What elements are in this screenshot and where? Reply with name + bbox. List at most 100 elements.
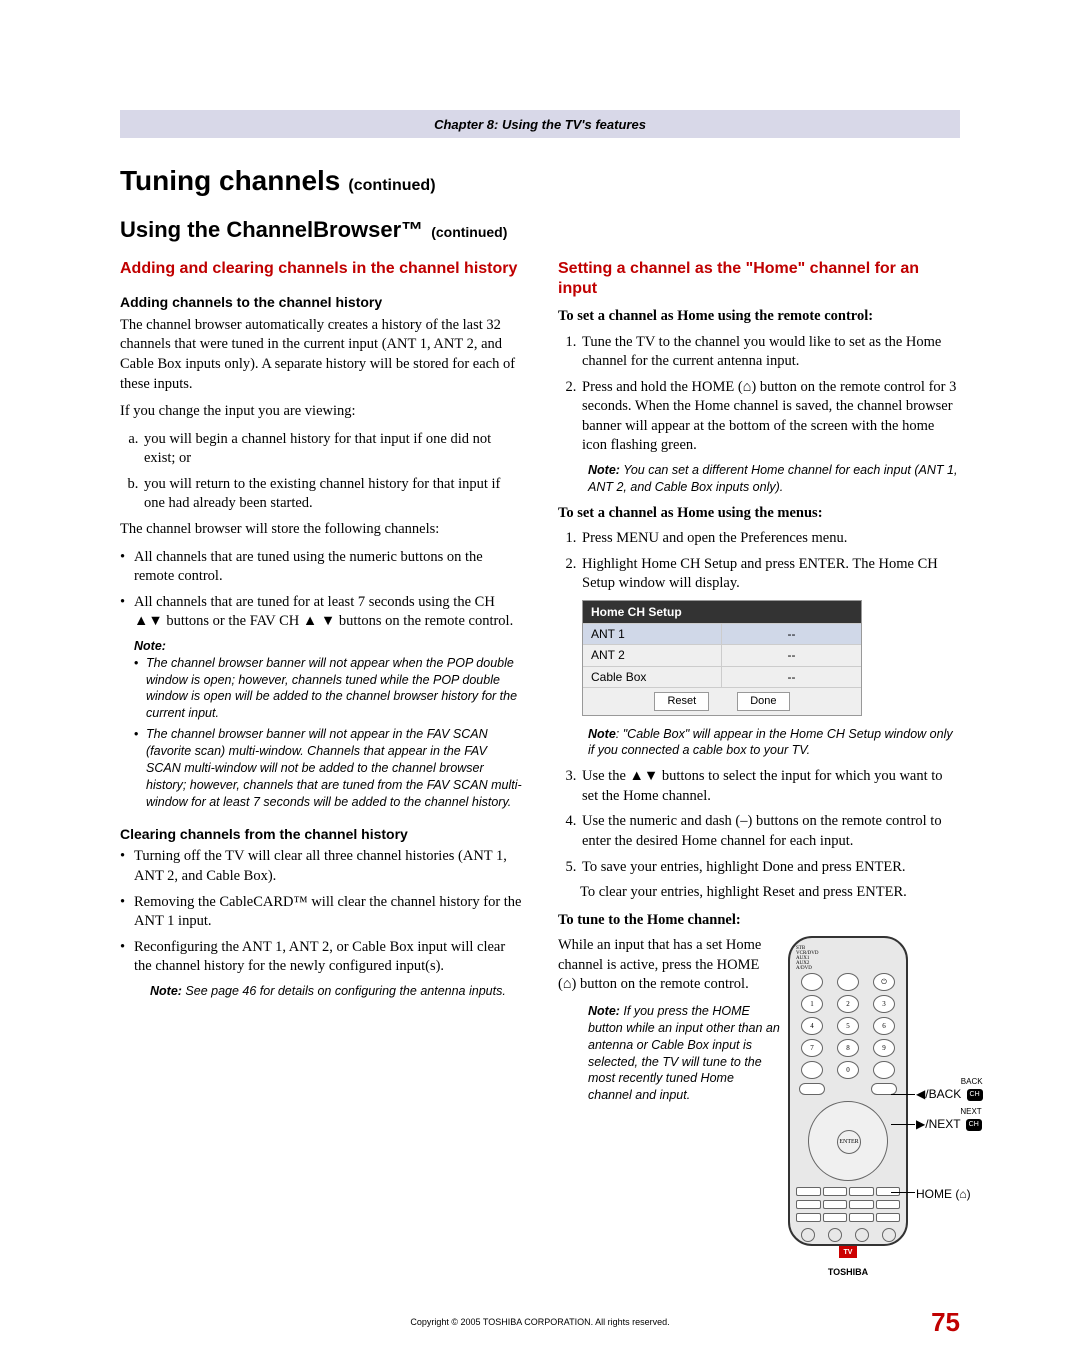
remote-btn: 5 [837, 1017, 859, 1035]
bullet-text: All channels that are tuned for at least… [134, 593, 522, 632]
section-heading: Tuning channels (continued) [120, 162, 960, 200]
list-item: Tune the TV to the channel you would lik… [580, 333, 960, 372]
note-text: You can set a different Home channel for… [588, 463, 957, 494]
note-label: Note: [588, 1004, 620, 1018]
remote-btn [849, 1187, 874, 1196]
setup-cell-value: -- [722, 667, 861, 687]
body-text: While an input that has a set Home chann… [558, 936, 779, 995]
remote-btn [855, 1228, 869, 1242]
setup-cell-label: Cable Box [583, 667, 722, 687]
remote-btn [799, 1083, 825, 1095]
tv-logo-icon: TV [839, 1246, 857, 1258]
remote-btn: 2 [837, 995, 859, 1013]
h1-continued: (continued) [348, 177, 435, 194]
remote-btn [876, 1200, 901, 1209]
remote-dpad: ENTER [808, 1101, 888, 1181]
note-label: Note: [134, 638, 522, 655]
remote-btn [876, 1213, 901, 1222]
callout-home: HOME (⌂) [916, 1186, 971, 1202]
bullet-dot: • [120, 893, 134, 932]
list-item: you will return to the existing channel … [142, 475, 522, 514]
page-footer: Copyright © 2005 TOSHIBA CORPORATION. Al… [120, 1316, 960, 1328]
body-text: If you change the input you are viewing: [120, 402, 522, 422]
bullet-dot: • [134, 655, 146, 723]
callout-text: HOME (⌂) [916, 1187, 971, 1201]
procedure-lead: To tune to the Home channel: [558, 911, 960, 931]
subsection-heading: Using the ChannelBrowser™ (continued) [120, 215, 960, 245]
callout-line [891, 1124, 915, 1125]
bullet-item: • Reconfiguring the ANT 1, ANT 2, or Cab… [120, 938, 522, 977]
callout-line [891, 1192, 915, 1193]
remote-btn [801, 1228, 815, 1242]
copyright-text: Copyright © 2005 TOSHIBA CORPORATION. Al… [410, 1316, 669, 1328]
note-label: Note [588, 727, 616, 741]
note-block: Note: • The channel browser banner will … [134, 638, 522, 811]
note-inline: Note: You can set a different Home chann… [588, 462, 960, 496]
page-number: 75 [931, 1305, 960, 1340]
bullet-dot: • [120, 593, 134, 632]
list-item: Use the ▲▼ buttons to select the input f… [580, 767, 960, 806]
bullet-dot: • [134, 726, 146, 810]
enter-button: ENTER [837, 1130, 861, 1154]
left-column: Adding and clearing channels in the chan… [120, 259, 522, 1246]
reset-button[interactable]: Reset [654, 692, 709, 711]
setup-row-ant2: ANT 2 -- [583, 644, 861, 665]
remote-body: STBVCR/DVDAUX1AUX2A/DVD ⏻ 1 2 3 4 5 [788, 936, 908, 1246]
remote-btn: 3 [873, 995, 895, 1013]
note-text: See page 46 for details on configuring t… [182, 984, 506, 998]
home-ch-setup-window: Home CH Setup ANT 1 -- ANT 2 -- Cable Bo… [582, 600, 862, 716]
note-text: : "Cable Box" will appear in the Home CH… [588, 727, 953, 758]
chapter-heading-bar: Chapter 8: Using the TV's features [120, 110, 960, 138]
remote-btn [882, 1228, 896, 1242]
bullet-dot: • [120, 548, 134, 587]
note-bullet: • The channel browser banner will not ap… [134, 726, 522, 810]
left-heading: Adding and clearing channels in the chan… [120, 259, 522, 279]
list-item: Press and hold the HOME (⌂) button on th… [580, 378, 960, 456]
note-label: Note: [150, 984, 182, 998]
list-item: Press MENU and open the Preferences menu… [580, 529, 960, 549]
back-icon: CH [967, 1089, 983, 1101]
page-container: Chapter 8: Using the TV's features Tunin… [0, 0, 1080, 1368]
remote-btn: 8 [837, 1039, 859, 1057]
callout-next: ▶/NEXT CH NEXT [916, 1116, 982, 1132]
bullet-item: • Turning off the TV will clear all thre… [120, 847, 522, 886]
adding-channels-heading: Adding channels to the channel history [120, 293, 522, 312]
list-item: To save your entries, highlight Done and… [580, 858, 960, 878]
body-text: To clear your entries, highlight Reset a… [580, 883, 960, 903]
callout-line [891, 1094, 915, 1095]
numbered-list: Press MENU and open the Preferences menu… [580, 529, 960, 594]
note-inline: Note: If you press the HOME button while… [588, 1003, 809, 1104]
remote-btn: 9 [873, 1039, 895, 1057]
numbered-list: Use the ▲▼ buttons to select the input f… [580, 767, 960, 877]
setup-cell-value: -- [722, 624, 861, 644]
remote-btn [849, 1213, 874, 1222]
body-text: The channel browser will store the follo… [120, 520, 522, 540]
list-item: you will begin a channel history for tha… [142, 430, 522, 469]
callout-text: ◀/BACK [916, 1087, 961, 1101]
note-text: The channel browser banner will not appe… [146, 655, 522, 723]
list-item: Use the numeric and dash (–) buttons on … [580, 812, 960, 851]
remote-btn [823, 1213, 848, 1222]
remote-btn [801, 973, 823, 991]
setup-title: Home CH Setup [583, 601, 861, 623]
note-label: Note: [588, 463, 620, 477]
lettered-list: you will begin a channel history for tha… [142, 430, 522, 514]
bullet-item: • Removing the CableCARD™ will clear the… [120, 893, 522, 932]
setup-button-row: Reset Done [583, 687, 861, 715]
note-inline: Note: "Cable Box" will appear in the Hom… [588, 726, 960, 760]
note-text: If you press the HOME button while an in… [588, 1004, 780, 1102]
right-heading: Setting a channel as the "Home" channel … [558, 259, 960, 299]
bullet-item: • All channels that are tuned for at lea… [120, 593, 522, 632]
remote-btn [873, 1061, 895, 1079]
done-button[interactable]: Done [737, 692, 789, 711]
procedure-lead: To set a channel as Home using the menus… [558, 504, 960, 524]
callout-text: ▶/NEXT [916, 1117, 960, 1131]
procedure-lead: To set a channel as Home using the remot… [558, 307, 960, 327]
note-text: The channel browser banner will not appe… [146, 726, 522, 810]
note-inline: Note: See page 46 for details on configu… [150, 983, 522, 1000]
h1-title: Tuning channels [120, 165, 340, 196]
numbered-list: Tune the TV to the channel you would lik… [580, 333, 960, 456]
remote-btn [796, 1200, 821, 1209]
setup-row-cablebox: Cable Box -- [583, 666, 861, 687]
note-bullet: • The channel browser banner will not ap… [134, 655, 522, 723]
